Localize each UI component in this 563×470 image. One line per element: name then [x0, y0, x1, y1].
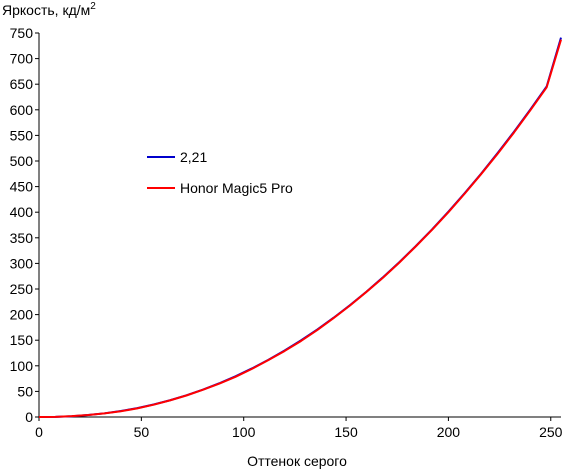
y-axis-title-text: Яркость, кд/м — [2, 2, 90, 18]
y-tick-label: 500 — [10, 153, 34, 169]
y-tick-label: 350 — [10, 230, 34, 246]
y-axis-title: Яркость, кд/м2 — [2, 1, 96, 18]
y-tick-label: 100 — [10, 358, 34, 374]
y-tick-label: 550 — [10, 127, 34, 143]
x-tick-label: 150 — [334, 424, 358, 440]
y-tick-label: 650 — [10, 76, 34, 92]
y-tick-label: 450 — [10, 179, 34, 195]
y-tick-label: 300 — [10, 255, 34, 271]
x-axis-title: Оттенок серого — [247, 453, 347, 469]
y-tick-label: 50 — [17, 383, 33, 399]
y-tick-label: 150 — [10, 332, 34, 348]
legend: 2,21 Honor Magic5 Pro — [147, 149, 293, 196]
y-axis-ticks: 0 50 100 150 200 250 300 350 400 450 500 550 600 650 7… — [10, 25, 39, 425]
x-tick-label: 50 — [134, 424, 150, 440]
series-layer — [38, 37, 562, 418]
x-axis-ticks: 0 50 100 150 200 250 — [35, 417, 563, 440]
legend-label-series-1: 2,21 — [180, 149, 207, 165]
y-tick-label: 250 — [10, 281, 34, 297]
y-tick-label: 600 — [10, 102, 34, 118]
x-tick-label: 200 — [437, 424, 461, 440]
y-axis-title-superscript: 2 — [90, 1, 96, 12]
x-tick-label: 0 — [35, 424, 43, 440]
legend-label-series-2: Honor Magic5 Pro — [180, 180, 293, 196]
y-tick-label: 700 — [10, 51, 34, 67]
y-tick-label: 0 — [25, 409, 33, 425]
y-tick-label: 200 — [10, 307, 34, 323]
series-line-2 — [38, 39, 562, 418]
axes — [38, 33, 561, 418]
x-tick-label: 250 — [539, 424, 563, 440]
x-tick-label: 100 — [232, 424, 256, 440]
y-tick-label: 400 — [10, 204, 34, 220]
series-line-1 — [38, 37, 562, 418]
y-tick-label: 750 — [10, 25, 34, 41]
